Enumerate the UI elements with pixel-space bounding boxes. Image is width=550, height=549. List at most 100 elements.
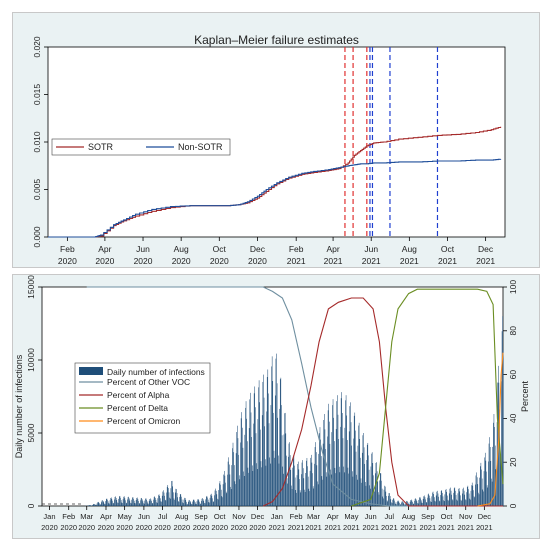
variant-x-tick-month: Nov xyxy=(459,512,473,521)
infection-bar xyxy=(294,465,295,506)
infection-bar xyxy=(207,497,208,506)
infection-bar xyxy=(494,426,495,506)
variant-x-tick-month: Jun xyxy=(138,512,150,521)
infection-bar xyxy=(104,503,105,506)
infection-bar xyxy=(199,501,200,506)
infection-bar xyxy=(243,475,245,506)
variant-x-tick-month: Oct xyxy=(441,512,454,521)
infection-bar xyxy=(443,500,444,506)
infection-bar xyxy=(149,499,151,506)
infection-bar xyxy=(491,478,492,507)
infection-bar xyxy=(309,491,310,506)
variant-x-tick-year: 2021 xyxy=(324,523,341,532)
infection-bar xyxy=(266,411,267,506)
infection-bar xyxy=(353,415,355,506)
infection-bar xyxy=(473,490,474,506)
infection-bar xyxy=(358,422,360,506)
infection-bar xyxy=(298,469,300,506)
infection-bar xyxy=(264,426,265,506)
variant-x-tick-year: 2021 xyxy=(269,523,286,532)
infection-bar xyxy=(425,499,426,506)
infection-bar xyxy=(182,502,183,506)
infection-bar xyxy=(256,469,258,506)
infection-bar xyxy=(368,455,369,506)
infection-bar xyxy=(141,497,142,506)
infection-bar xyxy=(414,498,416,506)
km-x-tick-month: Dec xyxy=(478,244,494,254)
infection-bar xyxy=(417,503,419,506)
infection-bar xyxy=(449,488,451,506)
infection-bar xyxy=(409,504,410,506)
infection-bar xyxy=(124,496,125,506)
infection-bar xyxy=(487,487,488,506)
infection-bar xyxy=(419,497,420,506)
infection-bar xyxy=(151,503,153,506)
infection-bar xyxy=(167,484,169,506)
infection-bar xyxy=(433,494,434,506)
infection-bar xyxy=(235,453,237,506)
infection-bar xyxy=(217,498,218,506)
infection-bar xyxy=(242,447,244,506)
km-legend-label: Non-SOTR xyxy=(178,142,223,152)
infection-bar xyxy=(111,498,113,506)
infection-bar xyxy=(239,479,241,506)
infection-bar xyxy=(105,499,107,506)
infection-bar xyxy=(132,497,134,506)
infection-bar xyxy=(233,465,235,506)
infection-bar xyxy=(261,415,263,506)
infection-bar xyxy=(324,429,326,506)
infection-bar xyxy=(370,488,371,506)
infection-bar xyxy=(369,485,370,506)
km-y-tick-label: 0.015 xyxy=(32,84,42,106)
infection-bar xyxy=(284,413,285,506)
infection-bar xyxy=(321,476,323,506)
infection-bar xyxy=(112,500,113,506)
variant-x-tick-year: 2020 xyxy=(193,523,210,532)
variant-y2-label: Percent xyxy=(520,380,530,412)
infection-bar xyxy=(114,497,116,506)
infection-bar xyxy=(122,503,123,506)
km-x-tick-month: Aug xyxy=(402,244,417,254)
infection-bar xyxy=(462,488,464,506)
infection-bar xyxy=(136,497,137,506)
infection-bar xyxy=(318,453,320,506)
infection-bar xyxy=(467,485,469,506)
infection-bar xyxy=(327,436,328,506)
infection-bar xyxy=(261,467,262,506)
infection-bar xyxy=(340,426,341,506)
infection-bar xyxy=(458,488,459,506)
infection-bar xyxy=(456,499,457,506)
km-x-tick-month: Feb xyxy=(289,244,304,254)
infection-bar xyxy=(453,488,455,506)
infection-bar xyxy=(497,382,498,506)
infection-bar xyxy=(96,503,98,506)
infection-bar xyxy=(352,471,353,506)
infection-bar xyxy=(175,488,177,506)
variant-x-tick-month: Feb xyxy=(290,512,303,521)
infection-bar xyxy=(171,481,172,506)
infection-bar xyxy=(240,442,241,506)
infection-bar xyxy=(452,500,454,506)
infection-bar xyxy=(221,496,223,506)
infection-bar xyxy=(287,483,288,506)
infection-bar xyxy=(383,489,385,506)
variant-x-tick-month: Oct xyxy=(214,512,227,521)
infection-bar xyxy=(166,486,168,506)
infection-bar xyxy=(140,500,141,506)
infection-bar xyxy=(114,499,115,506)
infection-bar xyxy=(297,463,298,506)
infection-bar xyxy=(389,493,390,506)
infection-bar xyxy=(315,442,316,507)
variant-x-tick-year: 2020 xyxy=(60,523,77,532)
infection-bar xyxy=(445,488,447,506)
infection-bar xyxy=(333,417,334,506)
km-y-tick-label: 0.010 xyxy=(32,131,42,153)
variant-y-tick-label: 5000 xyxy=(26,423,36,442)
infection-bar xyxy=(178,501,180,506)
infection-bar xyxy=(96,505,97,506)
infection-bar xyxy=(148,500,150,506)
infection-bar xyxy=(434,500,436,506)
variant-y2-tick-label: 20 xyxy=(508,457,518,467)
infection-bar xyxy=(334,467,336,506)
infection-bar xyxy=(447,495,448,506)
